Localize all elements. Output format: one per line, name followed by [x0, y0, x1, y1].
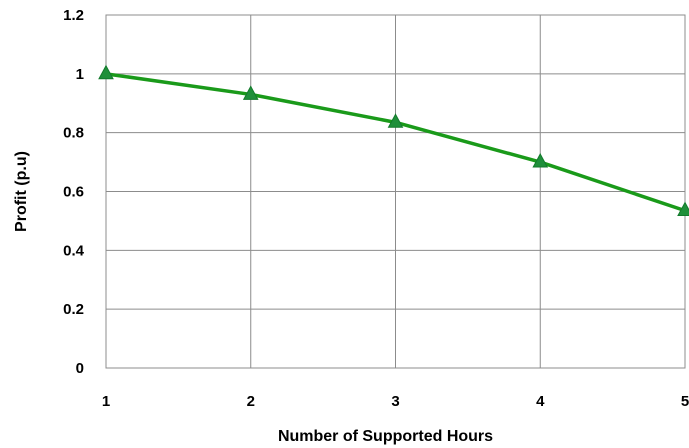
series-layer: [98, 64, 689, 217]
x-tick-label: 5: [681, 393, 689, 410]
x-axis-ticks: 1 2 3 4 5: [102, 393, 689, 410]
y-tick-label: 0: [76, 360, 84, 377]
x-tick-label: 2: [247, 393, 255, 410]
y-tick-label: 0.8: [63, 125, 84, 142]
data-point-marker: [98, 64, 114, 80]
x-tick-label: 3: [391, 393, 399, 410]
x-axis-title: Number of Supported Hours: [278, 428, 493, 445]
grid: [105, 14, 686, 369]
y-axis-ticks: 0 0.2 0.4 0.6 0.8 1 1.2: [63, 7, 85, 377]
y-tick-label: 0.6: [63, 184, 84, 201]
y-tick-label: 0.4: [63, 242, 85, 259]
y-tick-label: 0.2: [63, 301, 84, 318]
y-tick-label: 1: [76, 66, 84, 83]
y-tick-label: 1.2: [63, 7, 84, 24]
data-point-marker: [242, 85, 259, 100]
x-tick-label: 4: [536, 393, 545, 410]
data-point-marker: [387, 113, 404, 128]
plot-area: [105, 14, 686, 369]
data-point-marker: [532, 152, 549, 168]
x-tick-label: 1: [102, 393, 110, 410]
y-axis-title: Profit (p.u): [13, 151, 30, 232]
